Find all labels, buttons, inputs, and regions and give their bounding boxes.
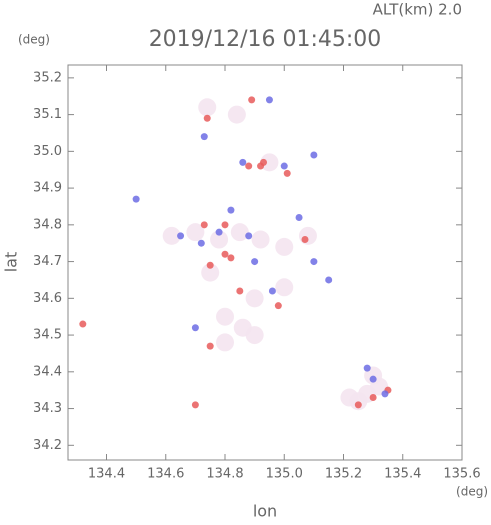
echo-point (310, 258, 318, 266)
y-tick-label: 34.4 (33, 364, 62, 379)
y-tick-label: 34.9 (33, 181, 62, 196)
echo-point (239, 158, 247, 166)
echo-point (283, 169, 291, 177)
echo-point (251, 258, 259, 266)
y-tick-label: 35.1 (33, 107, 62, 122)
x-tick-label: 135.0 (266, 467, 303, 482)
echo-point (245, 326, 264, 345)
echo-point (191, 324, 199, 332)
echo-point (251, 230, 270, 249)
echo-point (310, 151, 318, 159)
x-tick-label: 135.2 (325, 467, 362, 482)
echo-point (274, 302, 282, 310)
echo-point (227, 105, 246, 124)
echo-point (325, 276, 333, 284)
echo-point (354, 401, 362, 409)
echo-point (200, 221, 208, 229)
echo-point (198, 98, 217, 117)
x-tick-label: 134.8 (206, 467, 243, 482)
echo-point (206, 342, 214, 350)
echo-point (216, 333, 235, 352)
echo-point (215, 228, 223, 236)
echo-point (132, 195, 140, 203)
echo-point (210, 230, 229, 249)
echo-point (221, 250, 229, 258)
y-tick-label: 35.2 (33, 70, 62, 85)
echo-point (295, 213, 303, 221)
plot-area (79, 96, 392, 411)
echo-point (201, 263, 220, 282)
echo-point (340, 388, 359, 407)
echo-point (200, 133, 208, 141)
echo-point (203, 114, 211, 122)
echo-point (381, 390, 389, 398)
x-axis-label: lon (253, 502, 277, 521)
echo-point (265, 96, 273, 104)
y-tick-label: 34.7 (33, 254, 62, 269)
y-tick-label: 34.5 (33, 328, 62, 343)
echo-point (301, 236, 309, 244)
echo-point (369, 375, 377, 383)
echo-point (227, 254, 235, 262)
echo-point (363, 364, 371, 372)
echo-point (162, 226, 181, 245)
y-tick-label: 35.0 (33, 144, 62, 159)
echo-point (191, 401, 199, 409)
echo-point (236, 287, 244, 295)
echo-point (206, 261, 214, 269)
echo-point (221, 221, 229, 229)
echo-point (268, 287, 276, 295)
x-tick-label: 135.4 (384, 467, 421, 482)
echo-point (227, 206, 235, 214)
chart-title: 2019/12/16 01:45:00 (149, 27, 382, 52)
echo-point (186, 223, 205, 242)
x-tick-label: 134.4 (88, 467, 125, 482)
echo-point (245, 232, 253, 240)
echo-point (257, 162, 265, 170)
echo-point (298, 226, 317, 245)
plot-frame (67, 64, 463, 461)
echo-point (260, 153, 279, 172)
y-tick-label: 34.3 (33, 401, 62, 416)
y-tick-label: 34.6 (33, 291, 62, 306)
y-tick-label: 34.8 (33, 217, 62, 232)
echo-point (79, 320, 87, 328)
echo-point (369, 394, 377, 402)
echo-point (216, 307, 235, 326)
altitude: ALT(km) 2.0 (373, 1, 462, 19)
echo-point (280, 162, 288, 170)
echo-point (230, 223, 249, 242)
echo-point (275, 278, 294, 297)
x-tick-label: 135.6 (443, 467, 480, 482)
echo-point (245, 162, 253, 170)
x-unit: (deg) (456, 485, 488, 499)
echo-point (248, 96, 256, 104)
x-tick-label: 134.6 (147, 467, 184, 482)
y-unit: (deg) (18, 33, 50, 47)
echo-point (245, 289, 264, 308)
y-axis-label: lat (2, 252, 21, 273)
echo-point (275, 237, 294, 256)
echo-point (197, 239, 205, 247)
y-tick-label: 34.2 (33, 438, 62, 453)
echo-point (177, 232, 185, 240)
